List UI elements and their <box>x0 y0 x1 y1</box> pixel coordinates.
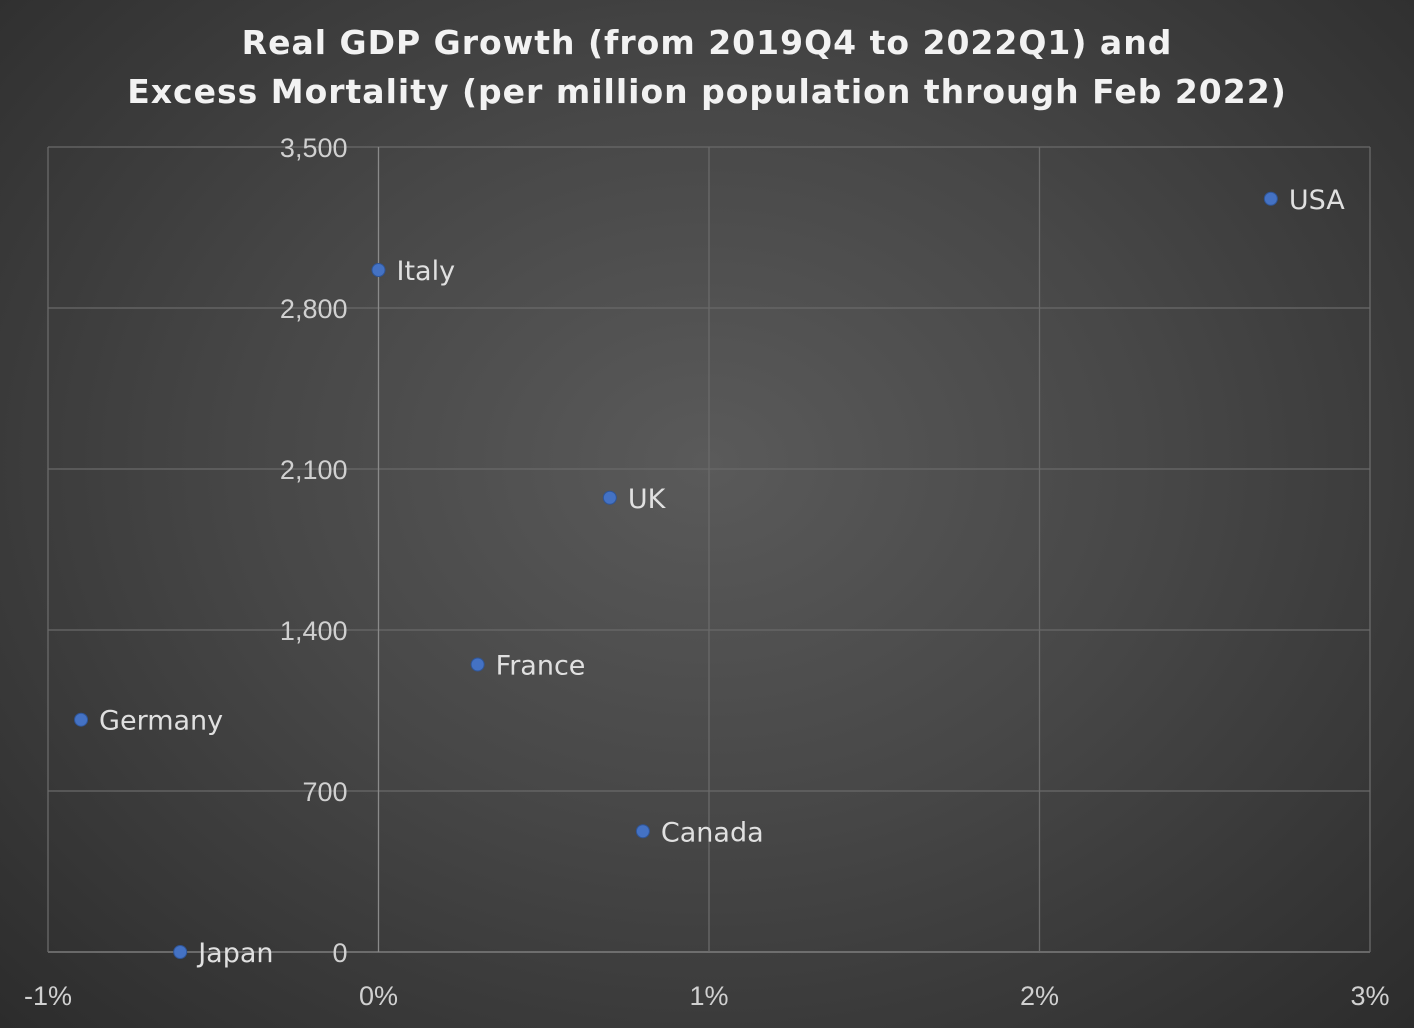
data-point <box>470 657 485 672</box>
data-label: Germany <box>99 706 223 737</box>
data-label: UK <box>628 484 667 515</box>
chart-title: Real GDP Growth (from 2019Q4 to 2022Q1) … <box>0 18 1414 116</box>
data-point <box>602 490 617 505</box>
x-tick-label: 3% <box>1350 981 1389 1011</box>
data-point <box>173 945 188 959</box>
data-label: Canada <box>661 817 764 848</box>
y-tick-label: 2,800 <box>280 294 348 324</box>
y-tick-label: 2,100 <box>280 455 348 485</box>
chart-title-line2: Excess Mortality (per million population… <box>127 72 1287 111</box>
data-point <box>635 824 650 839</box>
x-tick-label: -1% <box>24 981 72 1011</box>
data-point <box>1263 191 1278 206</box>
data-label: Italy <box>397 256 456 287</box>
data-point <box>74 712 89 727</box>
x-tick-label: 1% <box>689 981 728 1011</box>
data-label: USA <box>1289 185 1345 216</box>
data-point <box>371 263 386 278</box>
y-tick-label: 1,400 <box>280 616 348 646</box>
y-tick-label: 0 <box>332 938 347 968</box>
data-label: Japan <box>196 938 273 969</box>
x-tick-label: 0% <box>359 981 398 1011</box>
data-label: France <box>496 651 586 682</box>
x-tick-label: 2% <box>1020 981 1059 1011</box>
chart-title-line1: Real GDP Growth (from 2019Q4 to 2022Q1) … <box>241 23 1173 62</box>
y-tick-label: 700 <box>302 777 347 807</box>
y-tick-label: 3,500 <box>280 133 348 163</box>
